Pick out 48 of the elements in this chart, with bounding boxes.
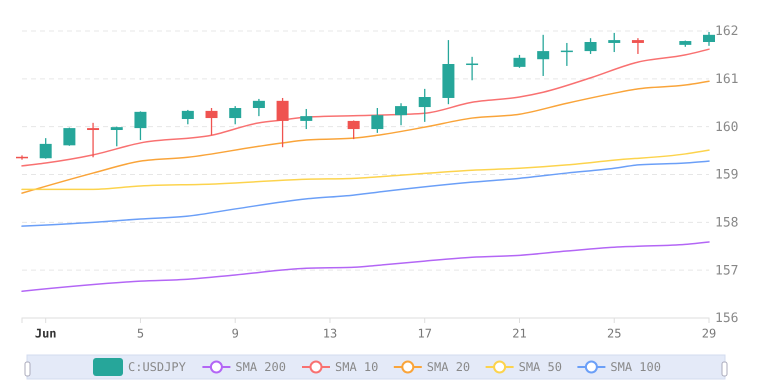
x-tick-label: 13 [322, 326, 338, 341]
legend-label: SMA 50 [518, 360, 562, 374]
legend-label: C:USDJPY [128, 360, 187, 374]
candlestick [466, 56, 478, 81]
candlestick [229, 105, 242, 125]
line-series [21, 160, 710, 227]
candlestick [63, 126, 76, 146]
candlestick [371, 107, 384, 134]
legend-label: SMA 20 [426, 360, 470, 374]
candlestick [513, 54, 526, 68]
candlestick [584, 38, 597, 55]
y-tick-label: 161 [715, 72, 738, 87]
candlestick [418, 88, 431, 123]
legend-label: SMA 10 [335, 360, 378, 374]
legend-label: SMA 100 [610, 360, 661, 374]
candlestick [40, 137, 52, 160]
line-series [21, 80, 710, 194]
candlestick [134, 110, 146, 141]
x-tick-label: 25 [607, 326, 622, 341]
candlestick [632, 38, 644, 55]
candlestick [348, 120, 360, 140]
x-tick-label: Jun [34, 326, 57, 341]
candlestick [395, 102, 408, 126]
x-tick-label: 29 [702, 326, 716, 341]
candlestick [110, 126, 123, 147]
candlestick [206, 107, 218, 136]
y-tick-label: 159 [715, 168, 738, 183]
candlestick [300, 108, 312, 130]
candlestick [537, 34, 550, 77]
candlestick [182, 109, 194, 125]
line-series [21, 241, 710, 292]
y-tick-label: 162 [715, 24, 738, 40]
y-tick-label: 160 [715, 120, 738, 135]
x-tick-label: 17 [418, 326, 432, 341]
candlestick [252, 98, 265, 117]
y-tick-label: 156 [715, 311, 738, 326]
x-tick-label: 21 [512, 326, 527, 341]
legend-label: SMA 200 [235, 360, 286, 374]
candlestick [608, 32, 620, 53]
candlestick [276, 97, 289, 148]
line-series [21, 149, 710, 190]
line-series [21, 48, 710, 167]
candlestick [87, 122, 100, 158]
y-tick-label: 157 [715, 263, 738, 278]
y-tick-label: 158 [715, 215, 738, 230]
candlestick [560, 42, 573, 67]
x-tick-label: 5 [136, 326, 144, 341]
x-tick-label: 9 [232, 326, 239, 341]
